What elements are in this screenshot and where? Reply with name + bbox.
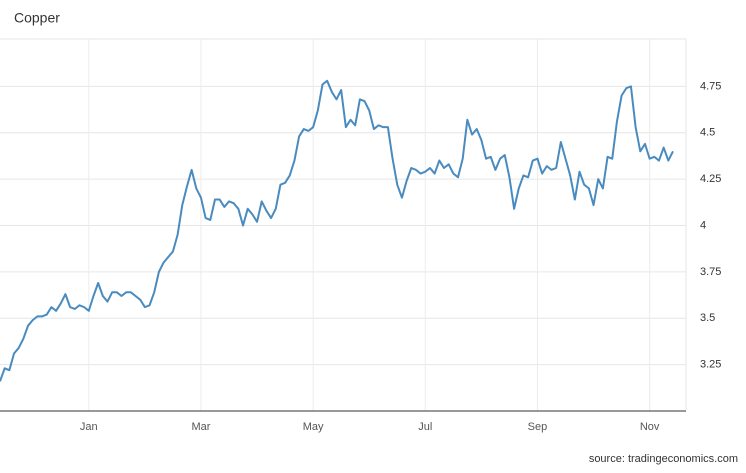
- x-tick-label: Nov: [640, 421, 660, 433]
- y-tick-label: 4.5: [700, 127, 715, 139]
- source-note: source: tradingeconomics.com: [589, 453, 738, 465]
- x-tick-label: May: [303, 421, 324, 433]
- y-tick-label: 4.75: [700, 80, 721, 92]
- y-tick-label: 4.25: [700, 173, 721, 185]
- x-tick-label: Jul: [418, 421, 432, 433]
- chart-title: Copper: [14, 10, 60, 26]
- y-tick-label: 3.75: [700, 266, 721, 278]
- y-tick-label: 3.25: [700, 359, 721, 371]
- y-tick-label: 4: [700, 219, 706, 231]
- price-line: [0, 79, 674, 382]
- x-tick-label: Sep: [528, 421, 548, 433]
- x-tick-label: Jan: [80, 421, 98, 433]
- x-tick-label: Mar: [191, 421, 210, 433]
- y-tick-label: 3.5: [700, 312, 715, 324]
